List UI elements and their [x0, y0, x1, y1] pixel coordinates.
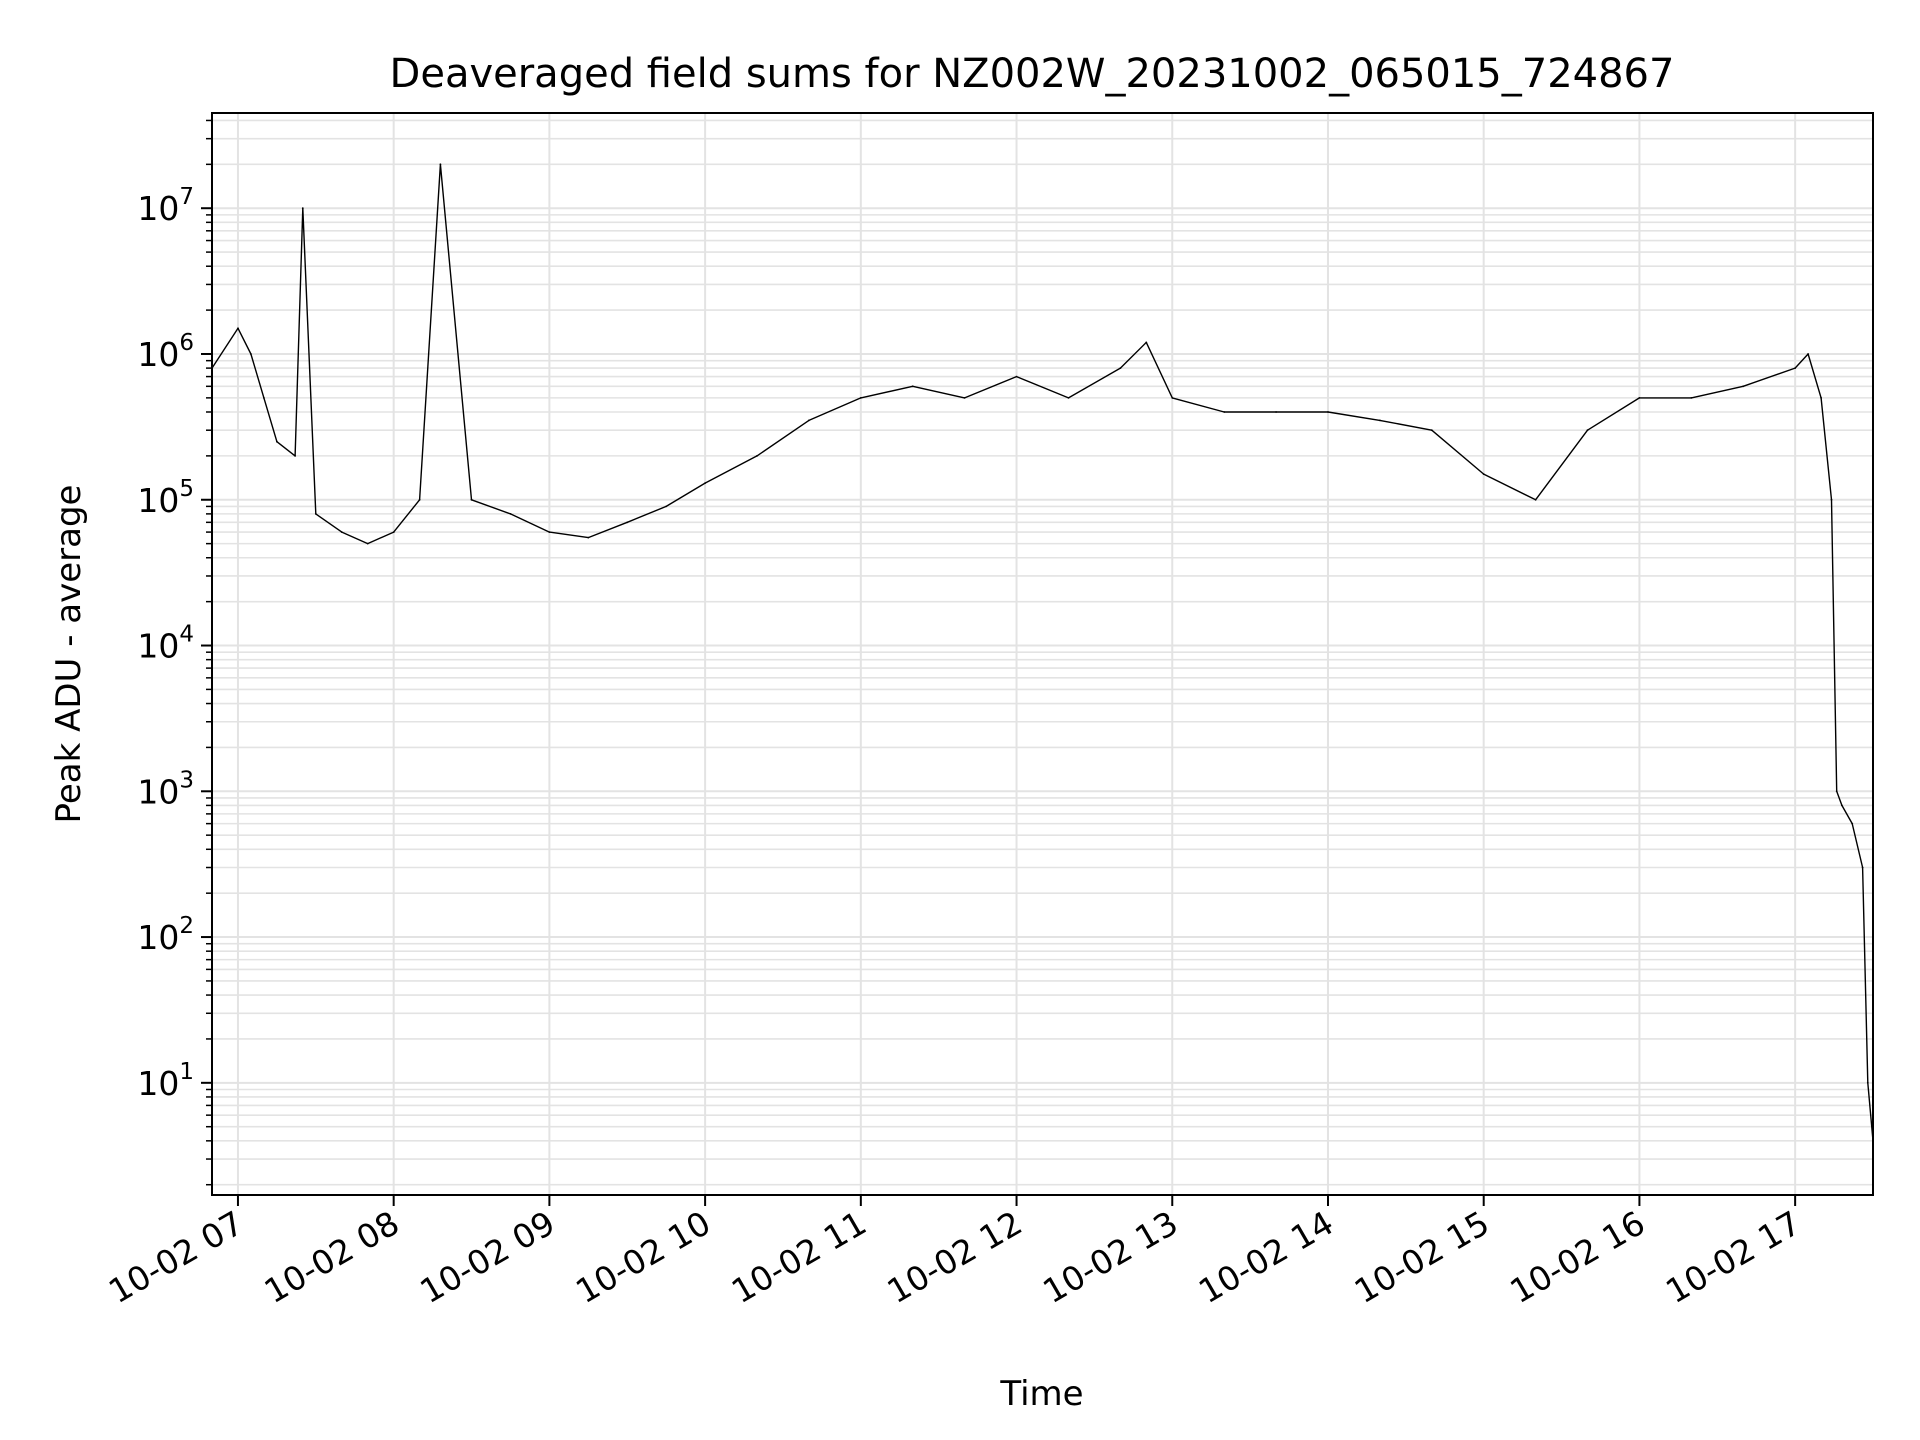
- data-point: [392, 531, 395, 533]
- data-point: [1794, 367, 1796, 369]
- x-tick-label: 10-02 07: [102, 1203, 250, 1311]
- data-point: [1145, 341, 1148, 344]
- x-ticks: 10-02 07 10-02 08 10-02 09 10-02 10 10-02 11…: [102, 1195, 1807, 1311]
- data-point: [1015, 375, 1018, 378]
- data-point: [1841, 804, 1843, 807]
- data-point: [1171, 397, 1174, 399]
- data-point: [1482, 473, 1485, 475]
- y-tick-label-exponent: 6: [179, 330, 194, 356]
- data-point: [1534, 498, 1537, 501]
- data-point: [1638, 397, 1641, 399]
- data-point: [1807, 353, 1809, 355]
- y-tick-label: 107: [137, 184, 194, 228]
- data-point: [1223, 411, 1226, 413]
- data-point: [439, 163, 442, 166]
- x-tick-label: 10-02 17: [1659, 1203, 1807, 1311]
- data-point: [1835, 790, 1838, 793]
- y-tick-label-exponent: 1: [179, 1059, 194, 1085]
- data-point: [250, 353, 252, 355]
- y-tick-label-base: 10: [137, 918, 179, 957]
- data-point: [1327, 411, 1329, 413]
- y-tick-label-exponent: 4: [179, 622, 194, 648]
- data-point: [587, 536, 590, 539]
- data-point: [340, 531, 343, 533]
- y-tick-label-base: 10: [137, 481, 179, 520]
- data-point: [808, 419, 810, 422]
- y-tick-label-base: 10: [137, 1064, 179, 1103]
- data-point: [1830, 498, 1833, 501]
- data-point: [1430, 429, 1433, 432]
- data-point: [1690, 397, 1693, 399]
- y-tick-label-base: 10: [137, 772, 179, 811]
- y-grid: [212, 119, 1873, 1186]
- data-point: [1742, 385, 1745, 388]
- data-point: [626, 521, 629, 524]
- data-point: [366, 542, 369, 545]
- data-point: [314, 513, 317, 515]
- y-tick-label: 103: [137, 767, 194, 811]
- y-tick-label-exponent: 2: [179, 913, 194, 939]
- data-point: [665, 505, 668, 508]
- x-tick-label: 10-02 10: [569, 1203, 717, 1311]
- y-axis-label: Peak ADU - average: [49, 485, 89, 824]
- data-point: [509, 513, 512, 515]
- x-axis-label: Time: [999, 1374, 1083, 1414]
- y-tick-label-base: 10: [137, 335, 179, 374]
- y-tick-label: 101: [137, 1059, 194, 1103]
- data-point: [418, 498, 421, 501]
- series-group: [211, 163, 1874, 1142]
- plot-frame: [211, 112, 1874, 1196]
- y-tick-label-base: 10: [137, 189, 179, 228]
- data-point: [294, 455, 296, 457]
- data-point: [704, 482, 706, 484]
- y-tick-label-exponent: 5: [179, 476, 194, 502]
- x-tick-label: 10-02 09: [413, 1203, 561, 1311]
- x-tick-label: 10-02 13: [1036, 1203, 1184, 1311]
- y-tick-label: 104: [137, 622, 194, 666]
- data-point: [1379, 419, 1381, 422]
- data-point: [1067, 397, 1070, 399]
- data-point: [1820, 397, 1822, 399]
- data-point: [301, 207, 304, 210]
- x-tick-label: 10-02 11: [725, 1203, 873, 1311]
- y-tick-label: 105: [137, 476, 194, 520]
- data-point: [1851, 822, 1854, 825]
- chart-title: Deaveraged field sums for NZ002W_2023100…: [390, 51, 1675, 97]
- data-point: [756, 455, 758, 457]
- data-point: [548, 531, 551, 533]
- data-point: [263, 397, 265, 399]
- data-point: [1866, 1081, 1869, 1084]
- data-point: [237, 327, 239, 330]
- y-tick-label-exponent: 7: [179, 184, 194, 210]
- y-tick-label: 102: [137, 913, 194, 957]
- data-point: [963, 397, 966, 399]
- y-tick-label-base: 10: [137, 627, 179, 666]
- data-point: [276, 440, 278, 443]
- data-point: [1861, 866, 1864, 869]
- y-tick-label-exponent: 3: [179, 767, 194, 793]
- data-point: [1586, 429, 1589, 432]
- x-tick-label: 10-02 12: [881, 1203, 1029, 1311]
- x-tick-label: 10-02 08: [258, 1203, 406, 1311]
- data-point: [911, 385, 914, 388]
- data-point: [1275, 411, 1277, 413]
- data-point: [470, 498, 473, 501]
- x-tick-label: 10-02 14: [1192, 1203, 1340, 1311]
- data-point: [1119, 367, 1122, 369]
- x-tick-label: 10-02 15: [1348, 1203, 1496, 1311]
- x-tick-label: 10-02 16: [1503, 1203, 1651, 1311]
- data-point: [859, 397, 862, 399]
- x-grid: [236, 113, 1797, 1195]
- y-tick-label: 106: [137, 330, 194, 374]
